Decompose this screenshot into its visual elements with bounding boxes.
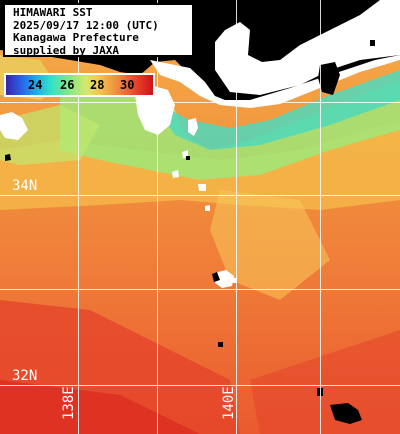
cloud-speck-2 [218, 342, 223, 347]
eddy-warm [210, 190, 330, 300]
cloud-speck-5 [370, 40, 375, 46]
legend-tick: 26 [60, 78, 75, 92]
island-aogashima [230, 278, 236, 283]
hot-water-south [0, 380, 200, 434]
legend-tick: 28 [90, 78, 105, 92]
legend-tick: 24 [28, 78, 43, 92]
island-niijima [172, 170, 179, 178]
cool-water-west [0, 105, 100, 165]
title-line-3: Kanagawa Prefecture [13, 31, 139, 44]
title-box: HIMAWARI SST 2025/09/17 12:00 (UTC) Kana… [3, 3, 194, 57]
color-legend: 24 26 28 30 [4, 73, 155, 97]
land-izu-tip [0, 112, 28, 140]
island-kozushima [198, 184, 206, 191]
lon-label: 138E [61, 386, 77, 420]
island-oshima [188, 118, 198, 136]
cloud-speck-4 [186, 156, 190, 160]
cold-coastal-water [150, 70, 400, 150]
cloud-patch-south [330, 403, 362, 424]
lon-label: 140E [221, 386, 237, 420]
cloud-speck-3 [212, 272, 220, 282]
land-miura [135, 85, 175, 135]
cloud-speck-6 [5, 154, 11, 161]
island-hachijojima [214, 270, 234, 288]
legend-gradient [6, 75, 153, 95]
warm-water-southeast [250, 330, 400, 434]
title-line-1: HIMAWARI SST [13, 6, 93, 19]
lat-label: 34N [12, 178, 38, 194]
title-line-2: 2025/09/17 12:00 (UTC) [13, 18, 159, 32]
cloud-patch-east [318, 62, 340, 95]
land-kanto [160, 0, 400, 95]
land-coastline [150, 55, 400, 108]
island-miyakejima [205, 205, 210, 211]
lat-label: 32N [12, 368, 38, 384]
legend-tick: 30 [120, 78, 135, 92]
title-line-4: supplied by JAXA [13, 43, 119, 57]
